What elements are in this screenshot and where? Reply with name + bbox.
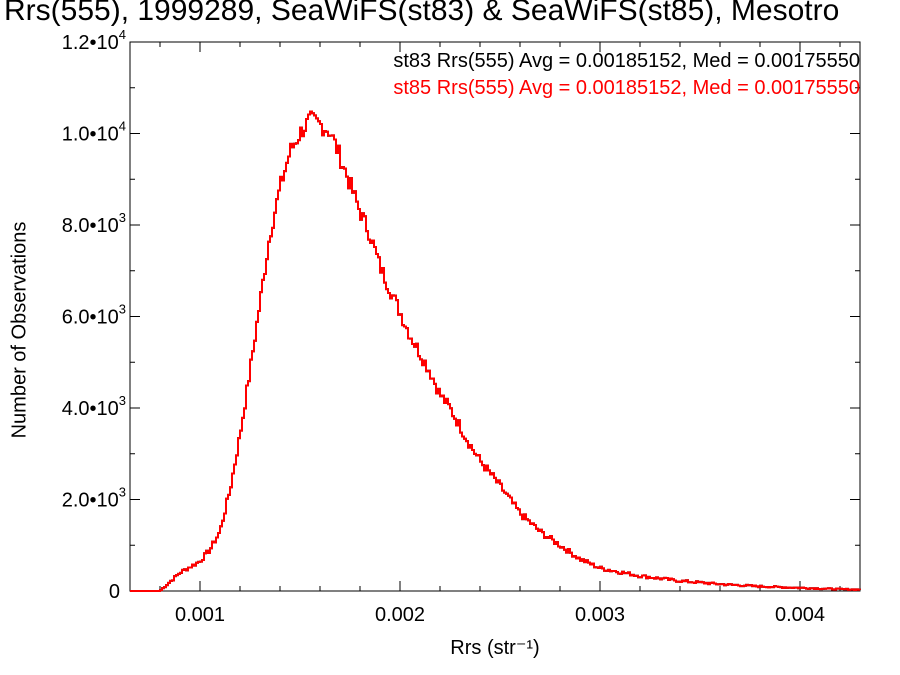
x-tick-label: 0.001	[175, 604, 225, 626]
y-tick-label: 6.0•103	[62, 302, 126, 329]
y-tick-exponent: 3	[119, 210, 126, 225]
y-tick-exponent: 4	[119, 119, 126, 134]
series-st85-histogram	[130, 110, 861, 592]
y-tick-exponent: 3	[119, 485, 126, 500]
st83-stats-annotation: st83 Rrs(555) Avg = 0.00185152, Med = 0.…	[393, 50, 860, 72]
y-axis-label: Number of Observations	[8, 221, 31, 439]
chart-title: Rrs(555), 1999289, SeaWiFS(st83) & SeaWi…	[4, 0, 840, 27]
x-axis-label: Rrs (str⁻¹)	[450, 637, 540, 659]
x-tick-label: 0.004	[775, 604, 825, 626]
y-tick-label: 4.0•103	[62, 393, 126, 420]
x-tick-label: 0.003	[575, 604, 625, 626]
y-tick-exponent: 3	[119, 393, 126, 408]
st85-stats-annotation: st85 Rrs(555) Avg = 0.00185152, Med = 0.…	[393, 77, 860, 99]
y-tick-exponent: 3	[119, 302, 126, 317]
y-tick-label: 0	[109, 581, 120, 603]
y-tick-exponent: 4	[119, 27, 126, 42]
x-tick-label: 0.002	[375, 604, 425, 626]
y-tick-label: 1.0•104	[62, 119, 126, 146]
y-tick-label: 1.2•104	[62, 27, 126, 54]
series-st83-histogram	[130, 110, 861, 592]
plot-frame	[129, 41, 861, 592]
y-tick-label: 8.0•103	[62, 210, 126, 237]
y-tick-label: 2.0•103	[62, 485, 126, 512]
